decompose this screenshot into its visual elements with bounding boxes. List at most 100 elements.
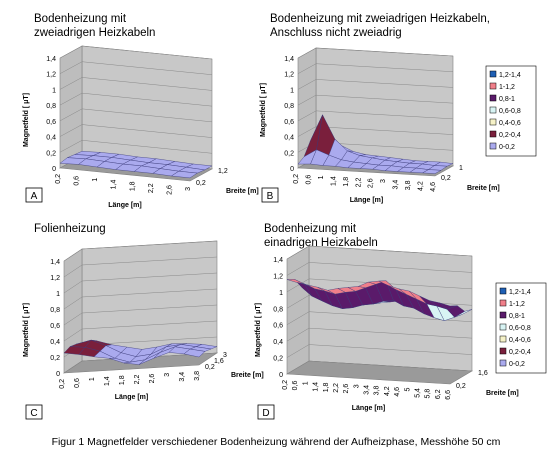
z-tick-label: 1,2: [50, 275, 60, 282]
back-wall: [81, 45, 213, 170]
z-gridline: [59, 140, 83, 153]
x-tick-label: 0,6: [74, 378, 81, 388]
x-tick-label: 2,6: [149, 374, 156, 384]
z-gridline: [81, 320, 218, 330]
y-tick-label: 1,2: [218, 168, 228, 175]
z-tick-label: 0: [279, 372, 283, 379]
legend-label: 0,4-0,6: [499, 120, 521, 127]
x-tick-label: 2,6: [343, 384, 350, 394]
surface: [297, 114, 454, 174]
legend-label: 0,2-0,4: [499, 132, 521, 139]
z-gridline: [59, 61, 83, 74]
legend-swatch: [499, 311, 507, 319]
panel-label-box: [25, 187, 43, 203]
z-gridline: [286, 245, 310, 260]
z-gridline: [63, 296, 83, 310]
z-tick-label: 1,4: [50, 259, 60, 266]
z-tick-label: 0,4: [46, 135, 56, 142]
x-tick-label: 1: [302, 381, 309, 385]
x-tick-label: 3,8: [374, 386, 381, 396]
x-tick-label: 2,2: [355, 178, 362, 188]
chart-title-line: Bodenheizung mit: [34, 13, 127, 25]
z-gridline: [308, 327, 473, 339]
z-gridline: [81, 92, 213, 107]
x-tick-label: 1,4: [104, 376, 111, 386]
x-tick-label: 2,6: [368, 178, 375, 188]
z-gridline: [81, 140, 213, 154]
legend-swatch: [489, 106, 497, 114]
z-gridline: [81, 77, 213, 91]
y-tick-label: 0,2: [441, 175, 451, 182]
panel-label-box: [261, 187, 279, 203]
z-tick-label: 1,4: [46, 56, 56, 63]
z-gridline: [315, 110, 454, 120]
legend-label: 0,4-0,6: [509, 337, 531, 344]
x-tick-label: 1,4: [330, 176, 337, 186]
surface-cell: [170, 170, 198, 179]
z-gridline: [81, 108, 213, 123]
x-tick-label: 3: [185, 187, 192, 191]
z-gridline: [315, 79, 454, 88]
x-axis-label: Länge [m]: [108, 202, 141, 209]
panel-label-box: [25, 404, 43, 420]
legend-swatch: [489, 142, 497, 150]
z-tick-label: 0,6: [50, 323, 60, 330]
legend-swatch: [499, 347, 507, 355]
z-tick-label: 0,8: [284, 103, 294, 110]
legend: 1,2-1,4 1-1,2 0,8-1 0,6-0,8 0,4-0,6 0,2-0,4 0-…: [485, 65, 537, 157]
z-tick-label: 0,8: [46, 103, 56, 110]
z-gridline: [286, 262, 310, 276]
z-gridline: [297, 47, 317, 59]
legend-label: 1-1,2: [499, 84, 515, 91]
figure-caption: Figur 1 Magnetfelder verschiedener Boden…: [51, 436, 501, 448]
z-gridline: [59, 45, 83, 59]
y-tick-label: 1: [459, 165, 463, 172]
z-gridline: [297, 94, 317, 106]
x-tick-label: 4,6: [394, 387, 401, 397]
y-tick-label: 1,6: [214, 358, 224, 365]
x-tick-label: 0,2: [55, 174, 62, 184]
x-tick-label: 4,6: [430, 182, 437, 192]
z-tick-label: 1: [290, 87, 294, 94]
y-tick-label: 1,6: [478, 370, 488, 377]
x-tick-label: 3: [353, 384, 360, 388]
surface-cell: [421, 169, 442, 174]
z-tick-label: 0: [56, 371, 60, 378]
z-gridline: [63, 328, 83, 342]
x-tick-label: 2,6: [166, 185, 173, 195]
z-tick-label: 0,2: [273, 356, 283, 363]
y-tick-label: 3: [223, 352, 227, 359]
side-wall: [286, 245, 310, 375]
z-gridline: [297, 63, 317, 74]
z-axis-label: Magnetfeld [ μT]: [23, 303, 30, 357]
legend-label: 1-1,2: [509, 301, 525, 308]
x-axis-label: Länge [m]: [352, 405, 385, 412]
x-tick-label: 4,2: [384, 386, 391, 396]
panel-label: A: [31, 191, 38, 202]
x-tick-label: 1: [89, 377, 96, 381]
z-gridline: [308, 278, 473, 290]
z-gridline: [59, 92, 83, 106]
legend-label: 0-0,2: [509, 361, 525, 368]
z-gridline: [81, 304, 218, 314]
z-tick-label: 1,4: [273, 257, 283, 264]
x-tick-label: 5,8: [425, 389, 432, 399]
x-tick-label: 3: [164, 373, 171, 377]
z-axis-label: Magnetfeld [ μT]: [260, 83, 267, 137]
z-gridline: [308, 360, 473, 372]
z-gridline: [81, 61, 213, 75]
z-tick-label: 0,4: [50, 339, 60, 346]
z-gridline: [63, 264, 83, 278]
legend-swatch: [499, 299, 507, 307]
z-gridline: [286, 295, 310, 309]
z-gridline: [286, 360, 310, 375]
chart-title-line: Anschluss nicht zweiadrig: [270, 27, 402, 39]
legend-swatch: [499, 335, 507, 343]
z-tick-label: 0: [290, 166, 294, 173]
chart-title-line: einadrigen Heizkabeln: [264, 237, 378, 249]
z-gridline: [81, 288, 218, 298]
legend-swatch: [489, 118, 497, 126]
z-tick-label: 1,2: [284, 72, 294, 79]
y-axis-label: Breite [m]: [486, 390, 519, 397]
